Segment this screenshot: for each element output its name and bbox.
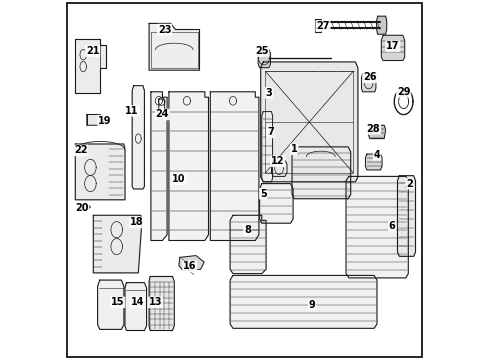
Text: 18: 18 — [129, 217, 143, 228]
Text: 20: 20 — [75, 203, 88, 213]
Text: 16: 16 — [183, 261, 196, 271]
Text: 24: 24 — [155, 109, 169, 120]
Text: 11: 11 — [125, 106, 139, 116]
Text: 17: 17 — [386, 41, 399, 51]
Polygon shape — [346, 176, 407, 278]
Polygon shape — [98, 280, 123, 329]
Polygon shape — [210, 92, 258, 240]
Text: 28: 28 — [366, 124, 379, 134]
Polygon shape — [75, 144, 125, 200]
Text: 13: 13 — [148, 297, 162, 307]
Polygon shape — [230, 215, 265, 274]
Polygon shape — [381, 35, 404, 60]
Polygon shape — [179, 256, 204, 271]
Polygon shape — [125, 283, 146, 330]
Text: 19: 19 — [98, 116, 111, 126]
Polygon shape — [397, 176, 415, 256]
Polygon shape — [261, 112, 272, 182]
Text: 9: 9 — [308, 300, 315, 310]
Polygon shape — [93, 215, 142, 273]
Polygon shape — [271, 160, 286, 176]
Text: 29: 29 — [396, 87, 409, 97]
Polygon shape — [78, 203, 90, 211]
Polygon shape — [87, 114, 103, 125]
Polygon shape — [367, 125, 385, 139]
Text: 10: 10 — [172, 174, 185, 184]
Polygon shape — [361, 74, 375, 92]
Polygon shape — [259, 184, 292, 223]
Polygon shape — [260, 62, 357, 182]
Text: 23: 23 — [158, 24, 171, 35]
Text: 14: 14 — [130, 297, 143, 307]
Text: 4: 4 — [373, 150, 380, 160]
Polygon shape — [75, 39, 106, 93]
Text: 25: 25 — [255, 46, 268, 56]
Text: 15: 15 — [111, 297, 124, 307]
Text: 2: 2 — [405, 179, 412, 189]
Text: 12: 12 — [270, 156, 284, 166]
Polygon shape — [149, 23, 199, 70]
Text: 26: 26 — [362, 72, 376, 82]
Polygon shape — [314, 19, 320, 32]
Polygon shape — [149, 276, 174, 330]
Text: 21: 21 — [86, 46, 99, 56]
Polygon shape — [168, 92, 208, 240]
Polygon shape — [151, 92, 167, 240]
Text: 3: 3 — [265, 88, 272, 98]
Text: 6: 6 — [388, 221, 395, 231]
Text: 27: 27 — [316, 21, 329, 31]
Text: 7: 7 — [266, 127, 273, 138]
Polygon shape — [258, 50, 270, 68]
Text: 22: 22 — [74, 145, 87, 156]
Polygon shape — [291, 147, 350, 199]
Text: 8: 8 — [244, 225, 250, 235]
Polygon shape — [376, 16, 386, 34]
Text: 1: 1 — [290, 144, 297, 154]
Polygon shape — [132, 86, 144, 189]
Polygon shape — [159, 99, 164, 120]
Text: 5: 5 — [259, 189, 266, 199]
Polygon shape — [365, 154, 381, 170]
Polygon shape — [230, 275, 376, 328]
